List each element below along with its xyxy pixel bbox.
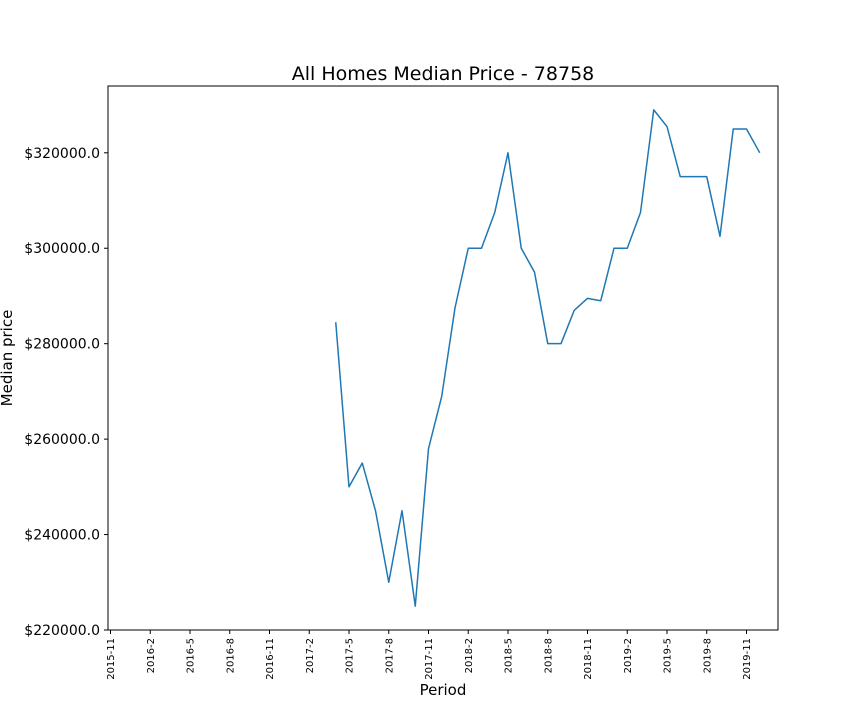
plot-area <box>107 85 779 631</box>
y-tick-label: $320000.0 <box>24 146 100 162</box>
y-axis: $220000.0 $240000.0 $260000.0 $280000.0 $300… <box>24 146 108 639</box>
y-tick-label: $240000.0 <box>24 528 100 544</box>
x-tick-label: 2016-8 <box>225 638 236 673</box>
x-tick-label: 2019-8 <box>702 638 713 673</box>
chart-title: All Homes Median Price - 78758 <box>292 63 595 85</box>
x-tick-label: 2019-2 <box>623 638 634 673</box>
y-axis-label: Median price <box>0 310 16 407</box>
x-tick-label: 2017-5 <box>345 638 356 673</box>
x-tick-label: 2018-8 <box>543 638 554 673</box>
x-tick-label: 2019-11 <box>742 638 753 680</box>
x-tick-label: 2017-8 <box>384 638 395 673</box>
x-tick-label: 2017-2 <box>305 638 316 673</box>
series-lines <box>335 109 761 607</box>
y-tick-label: $260000.0 <box>24 432 100 448</box>
x-tick-label: 2016-5 <box>186 638 197 673</box>
x-tick-label: 2018-11 <box>583 638 594 680</box>
x-axis-label: Period <box>420 681 467 699</box>
x-tick-label: 2017-11 <box>424 638 435 680</box>
series-line <box>335 109 761 607</box>
x-tick-label: 2018-2 <box>464 638 475 673</box>
y-tick-label: $300000.0 <box>24 241 100 257</box>
x-tick-label: 2016-11 <box>265 638 276 680</box>
x-tick-label: 2019-5 <box>663 638 674 673</box>
x-axis: 2015-11 2016-2 2016-5 2016-8 2016-11 2017-2 20… <box>106 630 753 680</box>
y-tick-label: $280000.0 <box>24 337 100 353</box>
x-tick-label: 2015-11 <box>106 638 117 680</box>
x-tick-label: 2018-5 <box>504 638 515 673</box>
x-tick-label: 2016-2 <box>146 638 157 673</box>
y-tick-label: $220000.0 <box>24 623 100 639</box>
